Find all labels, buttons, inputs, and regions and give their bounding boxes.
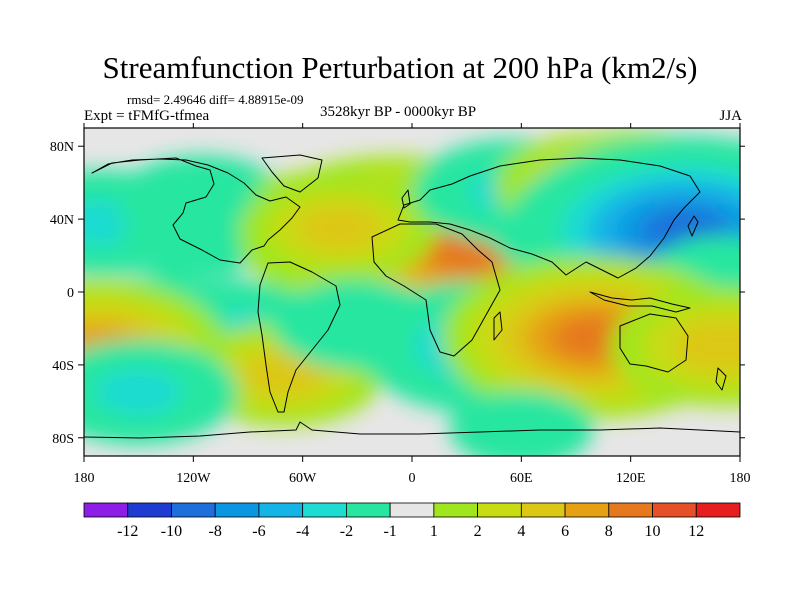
- colorbar-label-5: -2: [340, 523, 353, 540]
- coastline-africa: [371, 223, 501, 357]
- colorbar-box-8: [433, 502, 479, 518]
- y-tick-label-2: 0: [67, 286, 74, 301]
- coastline-new-zealand: [715, 367, 727, 391]
- colorbar-box-5: [302, 502, 347, 518]
- x-tick-label-4: 60E: [510, 471, 533, 486]
- colorbar-label-12: 10: [645, 523, 661, 540]
- anomaly-7: [240, 175, 439, 282]
- colorbar-box-6: [345, 502, 391, 518]
- y-tick-label-0: 80N: [50, 140, 74, 155]
- axes: 180 120W 60W 0 60E 120E 180 80N 40N 0 40S 80S: [50, 123, 751, 486]
- chart-title: Streamfunction Perturbation at 200 hPa (…: [102, 50, 698, 85]
- coastline-madagascar: [493, 311, 503, 341]
- anomaly-23: [449, 390, 594, 456]
- x-tick-label-6: 180: [730, 471, 751, 486]
- anomaly-level-16-2: [242, 351, 327, 397]
- coastlines: [84, 154, 740, 439]
- contour-field: [84, 129, 740, 456]
- y-tick-label-3: 40S: [52, 359, 74, 374]
- x-tick-label-5: 120E: [616, 471, 646, 486]
- coastline-maritime-continent: [589, 291, 691, 313]
- colorbar-box-10: [520, 502, 566, 518]
- y-tick-label-1: 40N: [50, 213, 74, 228]
- colorbar-box-12: [608, 502, 653, 518]
- anomaly-level-7-2: [296, 205, 382, 251]
- colorbar-label-1: -10: [161, 523, 182, 540]
- colorbar-box-2: [171, 502, 216, 518]
- coastline-greenland: [261, 154, 323, 193]
- season-label: JJA: [719, 108, 742, 124]
- colorbar-label-3: -6: [252, 523, 265, 540]
- colorbar-label-10: 6: [561, 523, 569, 540]
- x-tick-label-1: 120W: [176, 471, 211, 486]
- colorbar-label-9: 4: [517, 523, 525, 540]
- period-label: 3528kyr BP - 0000kyr BP: [320, 104, 477, 120]
- colorbar-label-8: 2: [474, 523, 482, 540]
- anomaly-22: [84, 339, 238, 446]
- colorbar-label-4: -4: [296, 523, 309, 540]
- colorbar-box-3: [214, 502, 260, 518]
- coastline-australia: [619, 313, 689, 373]
- colorbar-box-0: [83, 502, 129, 518]
- coastline-north-america: [91, 157, 301, 264]
- stats-text: rmsd= 2.49646 diff= 4.88915e-09: [127, 92, 304, 107]
- coastline-japan: [687, 215, 699, 237]
- colorbar-label-7: 1: [430, 523, 438, 540]
- y-tick-label-4: 80S: [52, 432, 74, 447]
- colorbar: -12 -10 -8 -6 -4 -2 -1 1 2 4 6 8 10 12: [83, 502, 741, 540]
- colorbar-box-7: [389, 502, 435, 518]
- colorbar-label-2: -8: [209, 523, 222, 540]
- colorbar-box-9: [477, 502, 522, 518]
- colorbar-label-13: 12: [688, 523, 704, 540]
- anomaly-level-20-2: [673, 320, 740, 373]
- colorbar-label-6: -1: [383, 523, 396, 540]
- colorbar-box-13: [652, 502, 697, 518]
- coastline-south-america: [257, 261, 341, 413]
- colorbar-box-14: [695, 502, 741, 518]
- experiment-label: Expt = tFMfG-tfmea: [84, 108, 210, 124]
- colorbar-box-11: [564, 502, 610, 518]
- x-tick-label-3: 0: [409, 471, 416, 486]
- coastline-uk: [401, 189, 411, 209]
- anomaly-level-22-2: [96, 369, 182, 415]
- anomaly-level-23-1: [478, 405, 565, 452]
- coastline-antarctica: [84, 421, 740, 439]
- colorbar-box-1: [127, 502, 172, 518]
- colorbar-label-11: 8: [605, 523, 613, 540]
- coastline-eurasia: [397, 157, 701, 279]
- colorbar-box-4: [258, 502, 304, 518]
- x-tick-label-2: 60W: [289, 471, 317, 486]
- colorbar-label-0: -12: [117, 523, 138, 540]
- x-tick-label-0: 180: [74, 471, 95, 486]
